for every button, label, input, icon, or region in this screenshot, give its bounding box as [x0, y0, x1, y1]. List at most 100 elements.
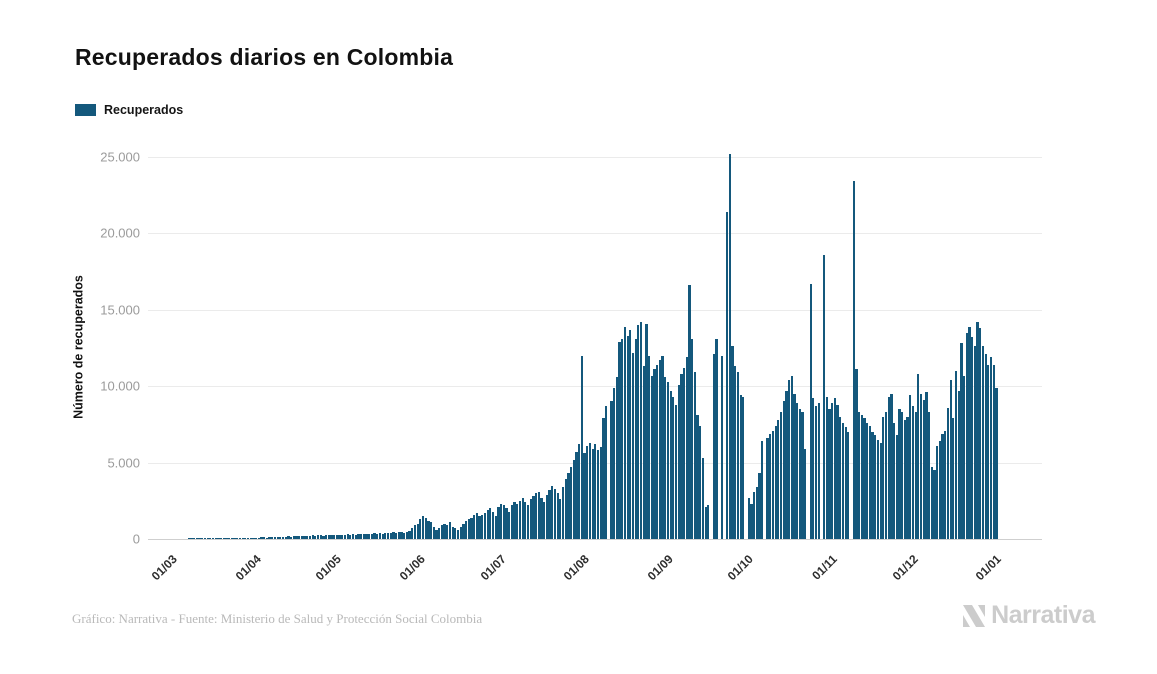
bar[interactable]	[798, 409, 802, 539]
bar[interactable]	[252, 537, 255, 539]
bar[interactable]	[206, 538, 209, 539]
bar[interactable]	[734, 366, 737, 539]
bar[interactable]	[583, 453, 586, 539]
bar[interactable]	[505, 508, 508, 539]
bar[interactable]	[467, 519, 470, 539]
bar[interactable]	[699, 425, 702, 539]
bar[interactable]	[965, 332, 968, 539]
bar[interactable]	[419, 519, 422, 539]
bar[interactable]	[311, 535, 314, 539]
bar[interactable]	[473, 514, 476, 539]
bar[interactable]	[621, 338, 624, 539]
bar[interactable]	[871, 432, 874, 539]
bar[interactable]	[513, 502, 516, 539]
bar[interactable]	[187, 538, 190, 539]
bar[interactable]	[365, 533, 368, 539]
bar[interactable]	[841, 422, 845, 539]
bar[interactable]	[462, 523, 465, 539]
bar[interactable]	[642, 366, 645, 539]
bar[interactable]	[984, 354, 987, 539]
bar[interactable]	[782, 401, 785, 539]
bar[interactable]	[257, 537, 260, 539]
bar[interactable]	[211, 538, 215, 539]
bar[interactable]	[319, 535, 322, 539]
bar[interactable]	[639, 322, 643, 539]
bar[interactable]	[796, 403, 799, 539]
bar[interactable]	[298, 536, 301, 539]
bar[interactable]	[540, 497, 543, 539]
bar[interactable]	[814, 406, 818, 539]
bar[interactable]	[190, 538, 193, 539]
bar[interactable]	[341, 535, 344, 539]
bar[interactable]	[203, 538, 207, 539]
bar[interactable]	[464, 520, 468, 539]
bar[interactable]	[424, 517, 427, 539]
bar[interactable]	[300, 535, 303, 539]
bar[interactable]	[898, 409, 901, 539]
bar[interactable]	[494, 516, 497, 539]
bar[interactable]	[569, 467, 573, 539]
bar[interactable]	[354, 534, 357, 539]
bar[interactable]	[518, 500, 522, 539]
bar[interactable]	[696, 415, 699, 539]
bar[interactable]	[330, 535, 333, 539]
bar[interactable]	[567, 473, 570, 539]
bar[interactable]	[634, 338, 637, 539]
bar[interactable]	[771, 430, 775, 539]
bar[interactable]	[284, 536, 287, 539]
bar[interactable]	[674, 404, 678, 539]
bar[interactable]	[499, 503, 503, 539]
bar[interactable]	[766, 438, 769, 539]
bar[interactable]	[701, 458, 705, 539]
bar[interactable]	[669, 390, 672, 539]
bar[interactable]	[222, 538, 225, 539]
bar[interactable]	[658, 360, 662, 539]
bar[interactable]	[979, 328, 982, 539]
bar[interactable]	[928, 412, 931, 539]
bar[interactable]	[545, 494, 548, 539]
bar[interactable]	[198, 538, 201, 539]
bar[interactable]	[219, 538, 223, 539]
bar[interactable]	[720, 355, 723, 539]
bar[interactable]	[327, 535, 330, 539]
bar[interactable]	[451, 526, 454, 539]
bar[interactable]	[812, 398, 815, 539]
bar[interactable]	[661, 355, 664, 539]
bar[interactable]	[263, 537, 266, 539]
bar[interactable]	[292, 536, 295, 539]
bar[interactable]	[747, 497, 750, 539]
bar[interactable]	[241, 538, 244, 539]
bar[interactable]	[346, 534, 349, 539]
bar[interactable]	[456, 529, 460, 539]
bar[interactable]	[691, 338, 694, 539]
bar[interactable]	[308, 535, 312, 539]
bar[interactable]	[626, 335, 629, 539]
bar[interactable]	[397, 532, 400, 539]
bar[interactable]	[976, 322, 979, 539]
bar[interactable]	[233, 538, 236, 539]
bar[interactable]	[610, 401, 613, 539]
bar[interactable]	[295, 536, 298, 539]
bar[interactable]	[432, 526, 435, 539]
bar[interactable]	[801, 412, 804, 539]
bar[interactable]	[443, 523, 446, 539]
bar[interactable]	[693, 372, 697, 539]
bar[interactable]	[551, 485, 554, 539]
bar[interactable]	[556, 493, 559, 539]
bar[interactable]	[201, 538, 204, 539]
bar[interactable]	[370, 533, 373, 539]
bar[interactable]	[333, 535, 336, 539]
bar[interactable]	[879, 442, 882, 539]
bar[interactable]	[217, 538, 220, 539]
bar[interactable]	[526, 505, 530, 539]
bar[interactable]	[866, 422, 869, 539]
bar[interactable]	[685, 357, 688, 539]
bar[interactable]	[594, 444, 597, 539]
bar[interactable]	[788, 380, 791, 539]
bar[interactable]	[249, 537, 252, 539]
bar[interactable]	[971, 337, 974, 539]
bar[interactable]	[833, 398, 836, 539]
bar[interactable]	[454, 528, 457, 539]
bar[interactable]	[413, 525, 417, 539]
bar[interactable]	[804, 448, 807, 539]
